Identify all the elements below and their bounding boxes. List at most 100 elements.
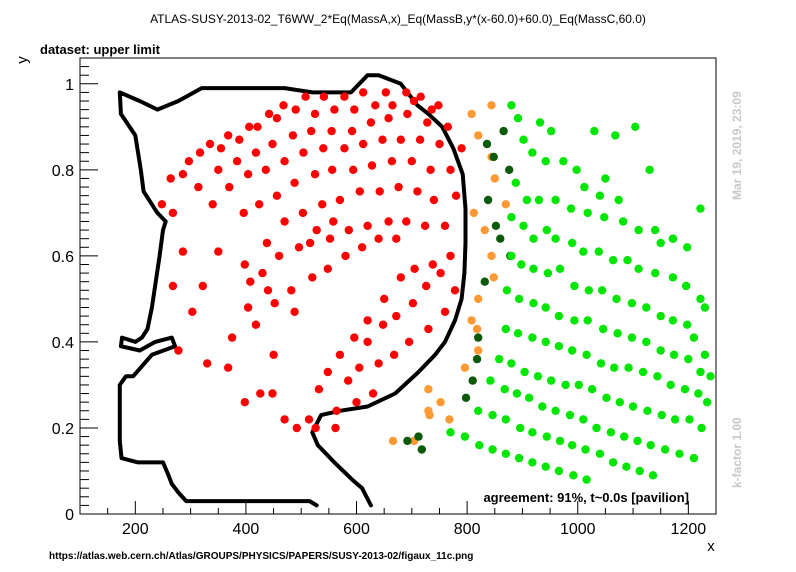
data-point-red	[291, 105, 300, 114]
data-point-green	[551, 195, 560, 205]
data-point-red	[240, 260, 249, 269]
data-point-green	[610, 363, 619, 372]
data-point-green	[554, 311, 564, 321]
x-axis-label: x	[707, 538, 715, 555]
data-point-green	[660, 445, 670, 454]
data-point-darkgreen	[414, 432, 423, 441]
x-tick-label: 800	[454, 521, 481, 538]
data-point-red	[378, 135, 387, 144]
data-point-green	[628, 402, 638, 411]
data-point-red	[272, 191, 282, 200]
y-axis-label: y	[14, 56, 31, 64]
data-point-red	[174, 346, 183, 355]
data-point-green	[541, 157, 550, 166]
data-point-green	[590, 126, 599, 136]
data-point-red	[443, 122, 452, 131]
data-point-red	[224, 363, 233, 372]
data-point-green	[507, 359, 516, 368]
data-point-red	[279, 101, 288, 110]
data-point-red	[368, 389, 378, 398]
data-point-red	[440, 307, 450, 316]
data-point-green	[612, 294, 621, 304]
x-tick-label: 1200	[671, 521, 707, 538]
data-point-red	[225, 182, 234, 192]
data-point-green	[517, 260, 526, 269]
data-point-red	[349, 165, 358, 174]
data-point-green	[684, 354, 693, 364]
data-point-red	[304, 415, 314, 424]
data-point-green	[543, 268, 553, 278]
data-point-green	[511, 178, 520, 187]
data-point-red	[301, 92, 310, 101]
data-point-green	[582, 475, 591, 484]
data-point-green	[551, 234, 560, 243]
data-point-green	[651, 268, 660, 278]
data-point-green	[613, 329, 622, 338]
data-point-green	[513, 114, 523, 123]
data-point-red	[332, 406, 341, 415]
data-point-red	[396, 273, 405, 282]
data-point-red	[363, 337, 372, 347]
data-point-green	[565, 410, 575, 420]
data-point-green	[599, 324, 608, 334]
data-point-red	[290, 307, 299, 316]
data-point-red	[435, 139, 444, 149]
data-point-green	[555, 264, 565, 273]
data-point-red	[299, 148, 308, 157]
data-point-orange	[474, 294, 483, 304]
plot-frame	[79, 57, 717, 515]
data-point-green	[475, 441, 484, 450]
data-point-orange	[469, 208, 478, 218]
data-point-red	[194, 182, 203, 192]
data-point-red	[198, 281, 207, 291]
data-point-green	[446, 428, 455, 437]
data-point-red	[384, 217, 393, 226]
data-point-red	[263, 286, 273, 295]
data-point-green	[600, 213, 609, 222]
data-point-green	[631, 122, 640, 131]
data-point-green	[488, 445, 497, 454]
data-point-green	[615, 398, 624, 407]
data-point-green	[646, 441, 655, 450]
data-point-red	[188, 307, 197, 316]
data-point-red	[280, 415, 289, 424]
data-point-green	[685, 415, 694, 424]
data-point-red	[269, 350, 278, 359]
data-point-red	[423, 118, 432, 127]
data-point-green	[624, 363, 633, 372]
data-point-red	[264, 109, 274, 119]
data-point-red	[214, 165, 223, 174]
data-point-red	[280, 217, 289, 226]
data-point-red	[308, 273, 317, 282]
data-point-green	[507, 213, 516, 222]
data-point-orange	[474, 131, 483, 140]
data-point-orange	[487, 251, 496, 261]
data-point-red	[446, 165, 455, 174]
data-point-green	[620, 432, 629, 441]
data-point-red	[450, 286, 460, 295]
data-point-red	[420, 221, 430, 230]
data-point-green	[528, 148, 537, 157]
data-point-green	[583, 316, 592, 325]
data-point-red	[157, 200, 167, 209]
data-point-red	[166, 174, 175, 183]
data-point-red	[375, 187, 384, 196]
data-point-green	[606, 428, 616, 437]
data-point-darkgreen	[480, 277, 489, 286]
data-point-green	[689, 453, 699, 463]
data-point-red	[262, 238, 272, 248]
data-point-red	[350, 333, 359, 342]
data-point-green	[700, 303, 710, 312]
data-point-red	[261, 165, 270, 174]
data-point-red	[258, 268, 267, 278]
data-point-red	[363, 316, 372, 325]
data-point-green	[460, 432, 470, 441]
data-point-green	[668, 234, 678, 243]
data-point-red	[205, 139, 215, 149]
data-point-red	[409, 96, 419, 106]
data-point-green	[642, 337, 651, 347]
data-point-orange	[467, 316, 476, 325]
data-point-red	[434, 101, 443, 110]
data-point-green	[666, 380, 675, 390]
